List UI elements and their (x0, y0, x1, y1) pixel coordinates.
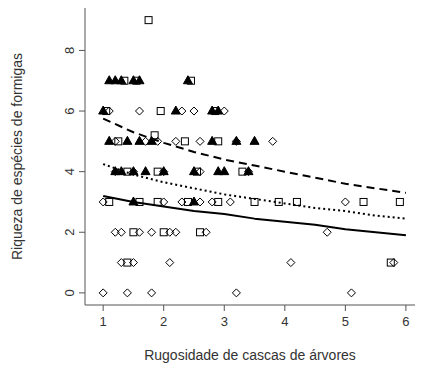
square-point (396, 198, 403, 205)
square-point (187, 77, 194, 84)
diamond-point (202, 228, 210, 236)
diamond-point (160, 168, 168, 176)
square-point (115, 138, 122, 145)
triangle-point (232, 136, 241, 144)
x-axis-line (85, 305, 415, 306)
x-tick (103, 305, 104, 311)
diamond-point (178, 198, 186, 206)
diamond-point (148, 289, 156, 297)
diamond-point (166, 259, 174, 267)
diamond-point (244, 168, 252, 176)
y-tick (79, 171, 85, 172)
y-tick-label: 0 (62, 289, 77, 296)
triangle-point (214, 167, 223, 175)
y-tick (79, 292, 85, 293)
diamond-point (287, 259, 295, 267)
diamond-point (269, 137, 277, 145)
y-tick-label: 4 (62, 168, 77, 175)
diamond-point (232, 289, 240, 297)
triangle-point (250, 136, 259, 144)
y-tick (79, 232, 85, 233)
x-tick-label: 4 (281, 314, 288, 329)
fit-line (103, 196, 406, 235)
x-tick (284, 305, 285, 311)
diamond-point (226, 198, 234, 206)
diamond-point (232, 137, 240, 145)
square-point (360, 198, 367, 205)
x-axis-title: Rugosidade de cascas de árvores (144, 347, 356, 363)
triangle-point (123, 136, 132, 144)
diamond-point (148, 228, 156, 236)
y-tick (79, 50, 85, 51)
diamond-point (196, 137, 204, 145)
diamond-point (105, 107, 113, 115)
diamond-point (178, 107, 186, 115)
diamond-point (135, 228, 143, 236)
x-tick (345, 305, 346, 311)
diamond-point (160, 198, 168, 206)
diamond-point (166, 228, 174, 236)
y-tick-label: 8 (62, 47, 77, 54)
diamond-point (117, 228, 125, 236)
triangle-point (141, 167, 150, 175)
diamond-point (129, 259, 137, 267)
y-axis-line (85, 8, 86, 305)
diamond-point (99, 289, 107, 297)
diamond-point (196, 198, 204, 206)
square-point (215, 138, 222, 145)
square-point (145, 17, 152, 24)
square-point (387, 259, 394, 266)
x-tick (224, 305, 225, 311)
diamond-point (390, 259, 398, 267)
diamond-point (111, 137, 119, 145)
square-point (181, 138, 188, 145)
fit-line (103, 164, 406, 219)
x-tick (163, 305, 164, 311)
x-tick-label: 5 (342, 314, 349, 329)
fit-line (103, 119, 406, 193)
diamond-point (172, 137, 180, 145)
diamond-point (99, 198, 107, 206)
square-point (212, 108, 219, 115)
diamond-point (135, 107, 143, 115)
y-tick-label: 2 (62, 229, 77, 236)
diamond-point (220, 107, 228, 115)
plot-area (99, 17, 406, 297)
diamond-point (323, 228, 331, 236)
diamond-point (117, 259, 125, 267)
square-point (103, 108, 110, 115)
diamond-point (172, 228, 180, 236)
diamond-point (341, 198, 349, 206)
x-tick-label: 1 (100, 314, 107, 329)
square-point (121, 77, 128, 84)
square-point (194, 168, 201, 175)
x-tick-label: 3 (221, 314, 228, 329)
chart: 1 2 3 4 5 6 0 2 4 6 8 Rugosidade de cascas de árvor… (0, 0, 422, 375)
diamond-point (123, 289, 131, 297)
diamond-point (196, 168, 204, 176)
x-tick-label: 2 (160, 314, 167, 329)
square-point (133, 77, 140, 84)
y-tick-label: 6 (62, 107, 77, 114)
x-tick-label: 6 (402, 314, 409, 329)
square-point (157, 108, 164, 115)
x-tick (405, 305, 406, 311)
diamond-point (142, 137, 150, 145)
diamond-point (208, 198, 216, 206)
y-tick (79, 111, 85, 112)
y-axis-title: Riqueza de espécies de formigas (9, 53, 25, 260)
diamond-point (111, 228, 119, 236)
diamond-point (190, 107, 198, 115)
diamond-point (347, 289, 355, 297)
